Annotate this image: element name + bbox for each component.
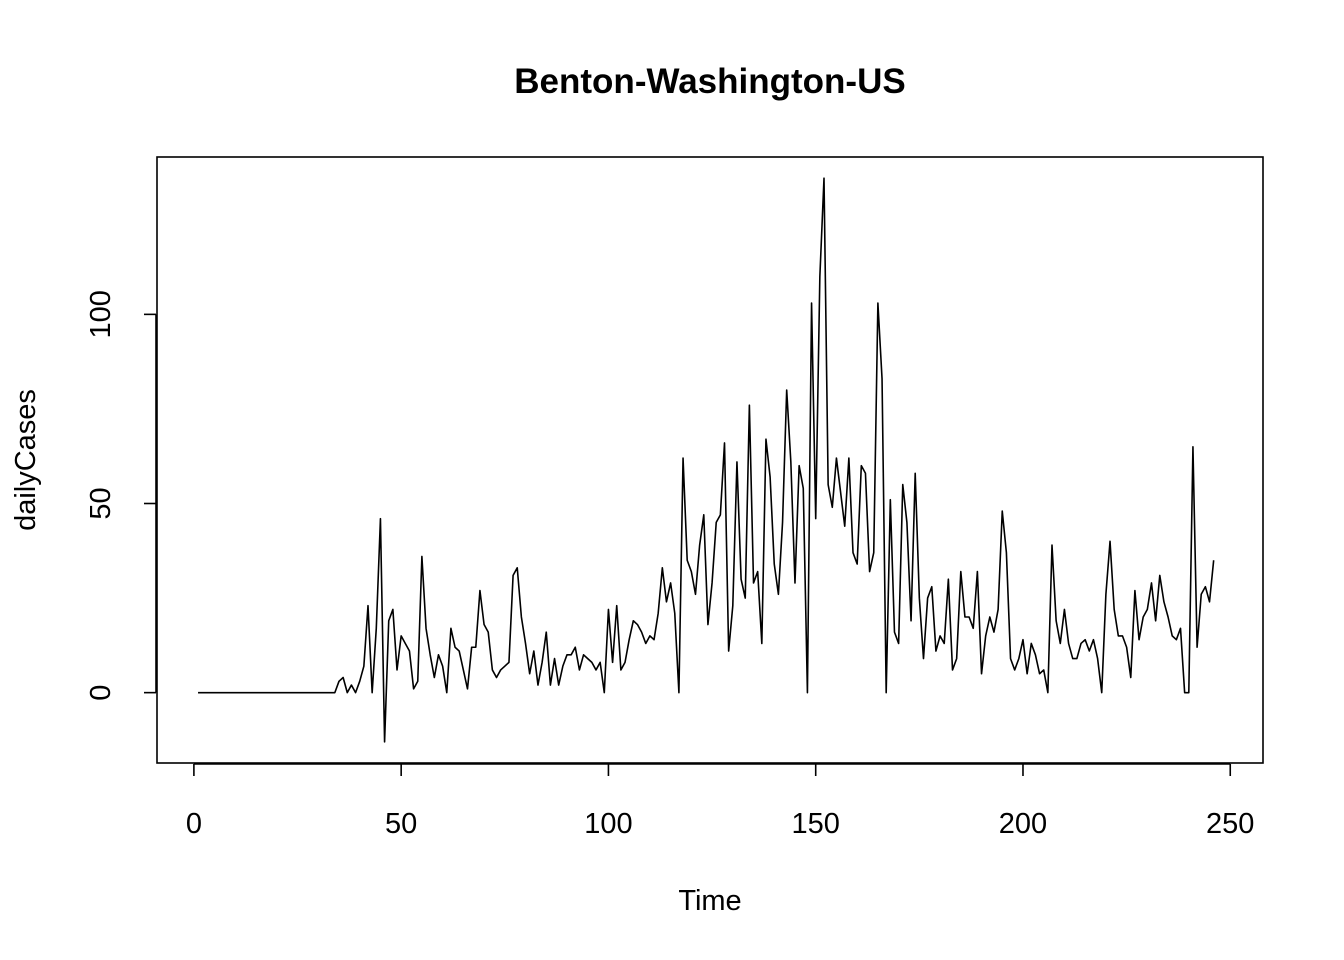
x-tick-label: 100 <box>584 808 632 840</box>
y-tick-label: 50 <box>85 487 117 519</box>
chart-title: Benton-Washington-US <box>514 62 905 101</box>
x-tick-label: 150 <box>792 808 840 840</box>
x-tick-label: 200 <box>999 808 1047 840</box>
x-tick-label: 0 <box>186 808 202 840</box>
y-axis: 0 50 100 <box>85 290 157 701</box>
series-layer <box>198 177 1215 743</box>
x-tick-label: 250 <box>1206 808 1254 840</box>
y-tick-label: 0 <box>85 685 117 701</box>
x-axis: 0 50 100 150 200 250 <box>186 763 1254 840</box>
y-axis-label: dailyCases <box>10 389 42 531</box>
y-tick-label: 100 <box>85 290 117 338</box>
series-line <box>198 177 1215 743</box>
x-tick-label: 50 <box>385 808 417 840</box>
plot-box <box>156 156 1264 764</box>
x-axis-label: Time <box>678 885 741 917</box>
